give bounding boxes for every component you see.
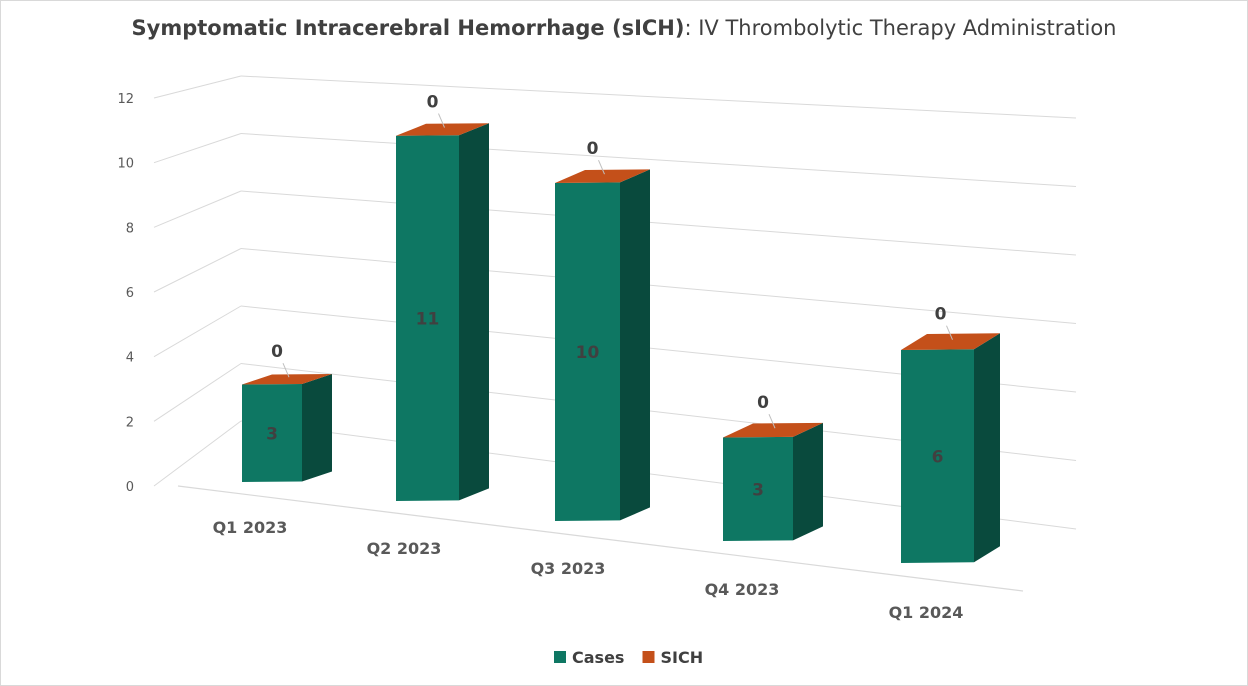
bar-top-sich xyxy=(555,169,650,183)
chart-title-main: Symptomatic Intracerebral Hemorrhage (sI… xyxy=(131,16,685,40)
bar-top-sich xyxy=(901,333,1000,350)
bar-cases xyxy=(396,135,459,501)
cases-data-label: 10 xyxy=(576,343,600,363)
legend-label: SICH xyxy=(661,648,704,667)
y-tick-label: 8 xyxy=(126,221,134,236)
gridline-side xyxy=(153,190,242,228)
gridline xyxy=(240,248,1077,324)
gridline-side xyxy=(153,305,242,358)
gridline-side xyxy=(153,133,242,164)
legend-label: Cases xyxy=(572,648,624,667)
sich-leader-line xyxy=(438,113,445,128)
x-tick-label: Q1 2024 xyxy=(889,603,964,622)
gridline-side xyxy=(153,248,242,293)
sich-leader-line xyxy=(946,325,953,340)
legend: Cases SICH xyxy=(554,648,703,667)
gridline xyxy=(240,75,1077,119)
sich-leader-line xyxy=(768,413,776,429)
bar-side-cases xyxy=(302,374,332,482)
bar-top-sich xyxy=(242,374,332,385)
legend-swatch xyxy=(642,651,655,663)
sich-leader-line xyxy=(282,363,290,378)
floor-edge xyxy=(177,485,1024,592)
bar-cases xyxy=(242,384,302,482)
gridlines: 0 2 4 6 8 10 12 xyxy=(117,75,1077,592)
bar-side-cases xyxy=(620,169,650,521)
bar-cases xyxy=(901,349,974,563)
cases-data-label: 6 xyxy=(932,448,944,468)
sich-data-label: 0 xyxy=(935,305,947,325)
chart-subtitle: : IV Thrombolytic Therapy Administration xyxy=(684,16,1117,40)
bars: 3 0 11 0 10 0 3 0 6 0 xyxy=(242,93,1000,563)
cases-data-label: 3 xyxy=(266,424,278,444)
y-tick-label: 2 xyxy=(126,415,134,430)
bar-cases xyxy=(555,182,620,521)
sich-leader-line xyxy=(598,160,605,175)
bar-side-cases xyxy=(974,333,1000,563)
gridline-side xyxy=(153,363,242,422)
bar-top-sich xyxy=(396,123,489,136)
bar-side-cases xyxy=(793,422,823,541)
x-tick-label: Q1 2023 xyxy=(213,518,288,537)
y-tick-label: 6 xyxy=(126,286,134,301)
chart-title: Symptomatic Intracerebral Hemorrhage (sI… xyxy=(1,16,1247,40)
gridline xyxy=(240,133,1077,187)
gridline xyxy=(240,190,1077,256)
bar-top-sich xyxy=(723,422,823,438)
y-tick-label: 10 xyxy=(117,157,134,172)
legend-swatch xyxy=(554,651,566,663)
x-tick-label: Q2 2023 xyxy=(367,539,442,558)
gridline-side xyxy=(153,420,242,487)
bar-cases xyxy=(723,436,793,541)
y-tick-label: 0 xyxy=(126,480,134,495)
gridline-side xyxy=(153,75,242,99)
x-tick-label: Q4 2023 xyxy=(705,580,780,599)
y-tick-label: 4 xyxy=(126,351,134,366)
sich-data-label: 0 xyxy=(757,393,769,413)
cases-data-label: 11 xyxy=(416,309,440,329)
sich-data-label: 0 xyxy=(271,342,283,362)
cases-data-label: 3 xyxy=(752,480,764,500)
sich-data-label: 0 xyxy=(427,93,439,113)
bar-side-cases xyxy=(459,123,489,501)
x-tick-label: Q3 2023 xyxy=(531,559,606,578)
y-tick-label: 12 xyxy=(117,92,134,107)
sich-data-label: 0 xyxy=(587,139,599,159)
